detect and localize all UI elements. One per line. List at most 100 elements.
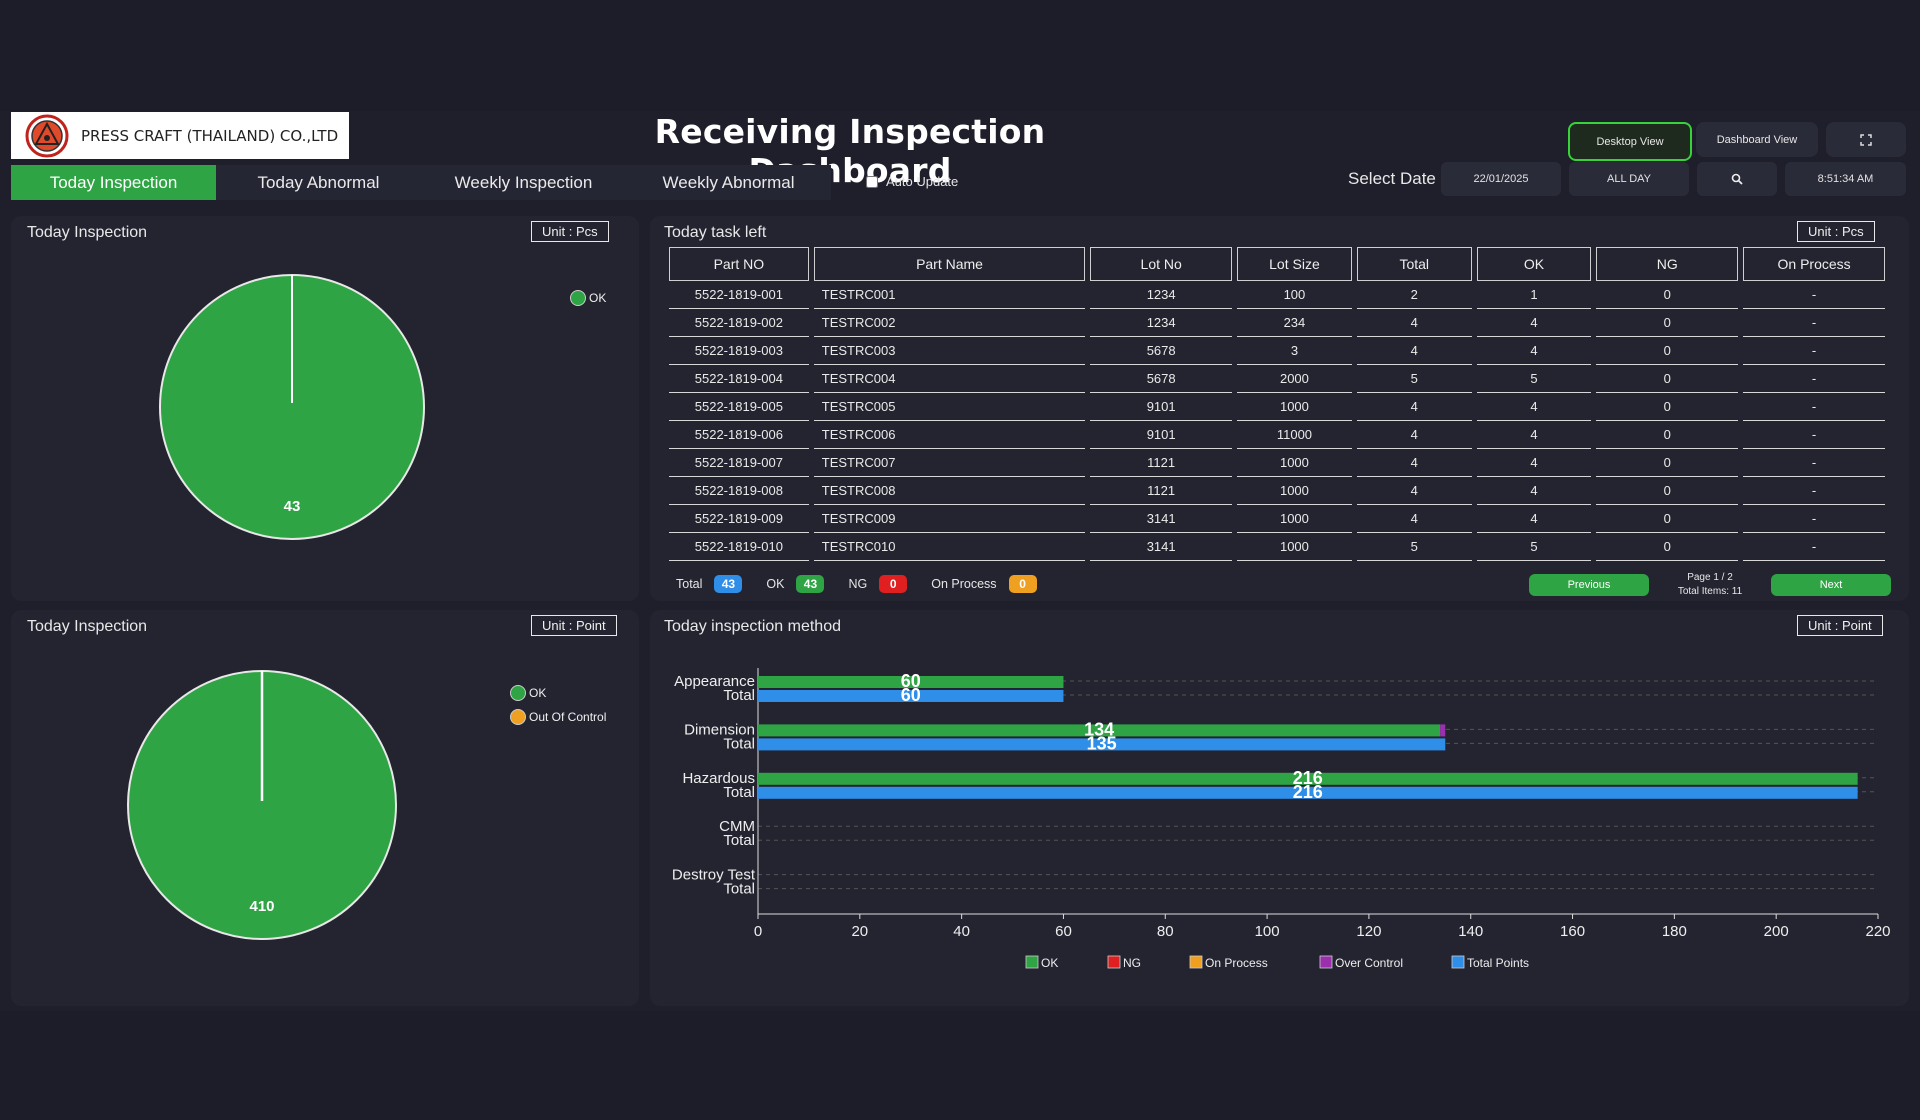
expand-icon [1860, 133, 1872, 146]
table-cell: 1121 [1090, 449, 1233, 477]
table-cell: 4 [1356, 449, 1472, 477]
summary-ok-label: OK [766, 577, 785, 591]
category-label: Destroy Test [672, 867, 756, 884]
table-cell: - [1743, 421, 1885, 449]
column-header[interactable]: OK [1476, 247, 1592, 281]
table-row[interactable]: 5522-1819-003 TESTRC003 5678 3 4 4 0- [669, 337, 1885, 365]
table-cell: - [1743, 477, 1885, 505]
table-cell: 0 [1596, 337, 1739, 365]
table-cell: 4 [1476, 505, 1592, 533]
previous-button[interactable]: Previous [1529, 574, 1649, 596]
bar-over-control [1440, 724, 1446, 737]
table-cell: TESTRC009 [813, 505, 1086, 533]
summary-total-label: Total [676, 577, 703, 591]
table-cell: 5678 [1090, 337, 1233, 365]
pie-value-label: 410 [249, 898, 274, 915]
table-cell: 3141 [1090, 533, 1233, 561]
table-row[interactable]: 5522-1819-010 TESTRC010 3141 1000 5 5 0- [669, 533, 1885, 561]
legend-label: OK [1041, 956, 1058, 970]
table-row[interactable]: 5522-1819-006 TESTRC006 9101 11000 4 4 0- [669, 421, 1885, 449]
unit-label: Unit : Point [531, 615, 617, 636]
legend-out-of-control-swatch [510, 709, 526, 725]
tab-today-inspection[interactable]: Today Inspection [11, 165, 216, 200]
search-icon [1731, 173, 1743, 185]
bar-ok [758, 772, 1858, 785]
table-cell: 4 [1476, 449, 1592, 477]
table-cell: 4 [1356, 505, 1472, 533]
category-label: CMM [719, 818, 755, 835]
table-cell: 4 [1356, 337, 1472, 365]
legend-ok-swatch [510, 685, 526, 701]
table-cell: 5522-1819-004 [669, 365, 809, 393]
table-cell: 0 [1596, 533, 1739, 561]
table-cell: 1 [1476, 281, 1592, 309]
auto-update-checkbox[interactable] [866, 175, 878, 188]
table-cell: - [1743, 449, 1885, 477]
desktop-view-button[interactable]: Desktop View [1568, 122, 1692, 161]
table-cell: 11000 [1237, 421, 1352, 449]
table-row[interactable]: 5522-1819-001 TESTRC001 1234 100 2 1 0- [669, 281, 1885, 309]
table-cell: - [1743, 309, 1885, 337]
table-cell: 5522-1819-003 [669, 337, 809, 365]
table-cell: 2000 [1237, 365, 1352, 393]
table-row[interactable]: 5522-1819-002 TESTRC002 1234 234 4 4 0- [669, 309, 1885, 337]
tab-weekly-inspection[interactable]: Weekly Inspection [454, 172, 593, 192]
panel-title: Today inspection method [664, 618, 841, 635]
today-inspection-point-panel: Today Inspection Unit : Point 410 OK Out… [11, 610, 639, 1006]
date-input[interactable]: 22/01/2025 [1441, 162, 1561, 196]
column-header[interactable]: Part Name [813, 247, 1086, 281]
total-label: Total [723, 784, 755, 801]
tab-bar: Today Inspection Today Abnormal Weekly I… [11, 165, 831, 200]
legend-label: Over Control [1335, 956, 1403, 970]
column-header[interactable]: Total [1356, 247, 1472, 281]
table-cell: TESTRC008 [813, 477, 1086, 505]
company-header: PRESS CRAFT (THAILAND) CO.,LTD [11, 112, 349, 159]
unit-label: Unit : Pcs [1797, 221, 1875, 242]
x-tick-label: 140 [1458, 923, 1483, 940]
auto-update-toggle[interactable]: Auto Update [866, 174, 958, 189]
table-cell: TESTRC003 [813, 337, 1086, 365]
total-label: Total [723, 881, 755, 898]
column-header[interactable]: On Process [1743, 247, 1885, 281]
next-button[interactable]: Next [1771, 574, 1891, 596]
bar-ok [758, 724, 1441, 737]
time-range-select[interactable]: ALL DAY [1569, 162, 1689, 196]
x-tick-label: 40 [953, 923, 970, 940]
table-row[interactable]: 5522-1819-004 TESTRC004 5678 2000 5 5 0- [669, 365, 1885, 393]
fullscreen-button[interactable] [1826, 122, 1906, 157]
table-cell: 0 [1596, 449, 1739, 477]
column-header[interactable]: NG [1596, 247, 1739, 281]
column-header[interactable]: Lot Size [1237, 247, 1352, 281]
table-cell: 4 [1476, 421, 1592, 449]
table-cell: 5522-1819-008 [669, 477, 809, 505]
table-cell: 4 [1476, 393, 1592, 421]
table-cell: 0 [1596, 477, 1739, 505]
tab-weekly-abnormal[interactable]: Weekly Abnormal [662, 172, 795, 192]
table-cell: TESTRC001 [813, 281, 1086, 309]
unit-label: Unit : Pcs [531, 221, 609, 242]
table-cell: 4 [1356, 309, 1472, 337]
company-name: PRESS CRAFT (THAILAND) CO.,LTD [81, 126, 339, 145]
table-cell: 5 [1356, 533, 1472, 561]
column-header[interactable]: Part NO [669, 247, 809, 281]
table-cell: 4 [1476, 309, 1592, 337]
table-row[interactable]: 5522-1819-007 TESTRC007 1121 1000 4 4 0- [669, 449, 1885, 477]
tab-today-abnormal[interactable]: Today Abnormal [257, 172, 380, 192]
table-cell: 1000 [1237, 449, 1352, 477]
table-row[interactable]: 5522-1819-005 TESTRC005 9101 1000 4 4 0- [669, 393, 1885, 421]
table-cell: 5 [1476, 533, 1592, 561]
dashboard-view-button[interactable]: Dashboard View [1696, 122, 1818, 157]
bar-ok [758, 676, 1064, 688]
task-table: Part NO Part Name Lot No Lot Size Total … [664, 247, 1890, 561]
bar-total-value: 60 [901, 685, 921, 705]
table-cell: 5522-1819-010 [669, 533, 809, 561]
table-cell: 0 [1596, 365, 1739, 393]
table-cell: 4 [1356, 421, 1472, 449]
x-tick-label: 160 [1560, 923, 1585, 940]
total-label: Total [723, 832, 755, 849]
table-row[interactable]: 5522-1819-009 TESTRC009 3141 1000 4 4 0- [669, 505, 1885, 533]
column-header[interactable]: Lot No [1090, 247, 1233, 281]
table-row[interactable]: 5522-1819-008 TESTRC008 1121 1000 4 4 0- [669, 477, 1885, 505]
select-date-label: Select Date [1348, 169, 1436, 188]
search-button[interactable] [1697, 162, 1777, 196]
